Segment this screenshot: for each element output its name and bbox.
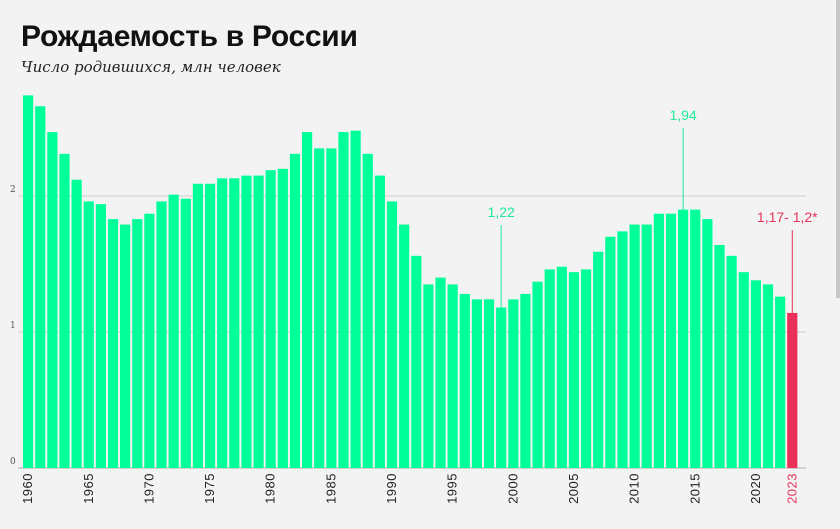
bar-1971	[156, 201, 167, 468]
bar-2008	[605, 236, 616, 468]
x-tick-label: 2010	[627, 473, 642, 504]
bar-1960	[23, 95, 34, 469]
bar-1968	[120, 224, 131, 468]
x-tick-label: 1980	[263, 473, 278, 504]
bar-1967	[107, 219, 119, 468]
bar-1963	[59, 153, 70, 468]
x-tick-label: 2005	[566, 473, 581, 504]
bar-1984	[314, 148, 325, 468]
bar-2014	[678, 209, 689, 468]
bar-1990	[386, 201, 398, 468]
bar-2021	[762, 284, 774, 468]
bar-1969	[132, 219, 143, 468]
scrollbar[interactable]	[836, 0, 840, 298]
y-tick-label: 1	[10, 321, 16, 331]
annotation-label-1999: 1,22	[488, 204, 515, 220]
bar-1996	[459, 293, 470, 468]
bar-1972	[168, 194, 179, 468]
bar-1966	[95, 204, 106, 468]
bar-1961	[35, 106, 46, 469]
bar-1970	[144, 213, 155, 468]
bar-2005	[568, 272, 580, 468]
x-tick-label: 1985	[323, 473, 338, 504]
x-tick-label: 2023	[784, 473, 799, 504]
x-tick-label: 2020	[748, 473, 763, 504]
bar-1978	[241, 175, 252, 468]
bar-2018	[726, 255, 737, 468]
annotation-label-2014: 1,94	[669, 107, 696, 123]
bar-2011	[641, 224, 652, 468]
bar-1962	[47, 132, 58, 468]
bar-1997	[471, 299, 483, 468]
bar-1988	[362, 153, 373, 468]
y-tick-label: 0	[10, 457, 16, 467]
bar-2012	[653, 213, 664, 468]
bar-2023	[787, 312, 798, 468]
bar-1985	[326, 148, 337, 468]
bar-1983	[301, 132, 313, 468]
annotation-label-2023: 1,17- 1,2*	[757, 209, 818, 225]
chart-subtitle: Число родившихся, млн человек	[21, 58, 281, 76]
bar-2002	[532, 281, 543, 468]
bar-1992	[411, 255, 422, 468]
bar-2007	[593, 251, 604, 468]
bar-1993	[423, 284, 434, 468]
bar-1980	[265, 170, 276, 468]
bar-2020	[750, 280, 761, 468]
bar-2001	[520, 293, 531, 468]
bar-2019	[738, 272, 749, 468]
x-tick-label: 2015	[687, 473, 702, 504]
bar-1977	[229, 178, 240, 468]
bar-2003	[544, 269, 555, 468]
x-tick-label: 1960	[20, 473, 35, 504]
x-tick-label: 1970	[141, 473, 156, 504]
x-tick-label: 1965	[81, 473, 96, 504]
bar-1964	[71, 179, 82, 468]
y-tick-label: 2	[10, 185, 16, 195]
bar-2004	[556, 266, 567, 468]
bar-1982	[289, 153, 301, 468]
bar-2009	[617, 231, 628, 468]
bar-1976	[217, 178, 228, 468]
bar-1975	[204, 183, 216, 468]
bar-2006	[580, 269, 592, 468]
bar-1995	[447, 284, 458, 468]
bar-1994	[435, 277, 446, 468]
chart-title: Рождаемость в России	[21, 20, 358, 53]
bar-1989	[374, 175, 385, 468]
bar-2010	[629, 224, 640, 468]
x-tick-label: 1975	[202, 473, 217, 504]
bar-1965	[83, 201, 94, 468]
bar-2013	[665, 213, 677, 468]
x-tick-label: 1990	[384, 473, 399, 504]
bar-1973	[180, 198, 191, 468]
bar-1981	[277, 168, 288, 469]
bar-2016	[702, 219, 713, 468]
bar-1998	[483, 299, 495, 468]
bar-1999	[496, 307, 507, 468]
x-tick-label: 1995	[445, 473, 460, 504]
bar-2000	[508, 299, 519, 468]
bar-2015	[690, 209, 701, 468]
bar-2017	[714, 244, 725, 468]
bar-1979	[253, 175, 264, 468]
bar-1986	[338, 132, 349, 468]
bar-1991	[399, 224, 410, 468]
bar-1974	[192, 183, 204, 468]
bar-2022	[775, 296, 786, 468]
bar-1987	[350, 130, 361, 468]
x-tick-label: 2000	[505, 473, 520, 504]
